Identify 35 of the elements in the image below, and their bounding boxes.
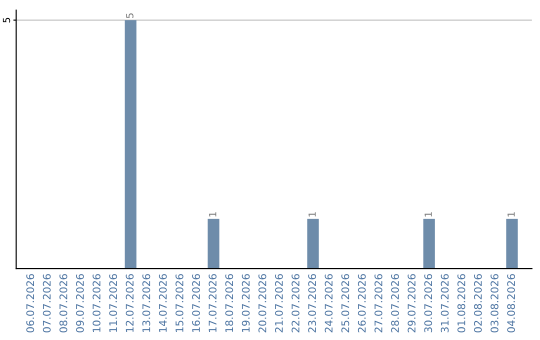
data-label: 1 — [508, 212, 515, 216]
x-tick-label: 06.07.2026 — [26, 274, 34, 332]
x-tick-label: 30.07.2026 — [424, 274, 432, 332]
x-tick-label: 04.08.2026 — [507, 274, 516, 332]
x-tick-label: 18.07.2026 — [225, 274, 234, 332]
x-tick-label: 13.07.2026 — [142, 274, 150, 332]
x-tick-label: 25.07.2026 — [341, 274, 350, 332]
x-tick-label: 28.07.2026 — [391, 274, 399, 332]
x-tick-label: 12.07.2026 — [126, 274, 134, 332]
data-label: 1 — [209, 212, 216, 216]
x-tick-label: 08.07.2026 — [59, 274, 68, 332]
x-tick-label: 22.07.2026 — [292, 274, 300, 332]
x-tick-label: 01.08.2026 — [457, 274, 466, 332]
x-tick-label: 15.07.2026 — [176, 274, 184, 332]
x-tick-label: 31.07.2026 — [440, 274, 449, 332]
x-tick-label: 11.07.2026 — [109, 274, 118, 332]
x-tick-label: 26.07.2026 — [358, 274, 366, 332]
data-label: 1 — [308, 212, 316, 216]
x-tick-label: 07.07.2026 — [42, 274, 51, 332]
x-tick-label: 24.07.2026 — [324, 274, 333, 332]
x-tick-label: 16.07.2026 — [192, 274, 200, 332]
x-tick-label: 23.07.2026 — [308, 274, 316, 332]
x-tick-label: 14.07.2026 — [158, 274, 167, 332]
x-tick-label: 21.07.2026 — [274, 274, 283, 332]
data-label: 1 — [424, 212, 432, 216]
x-tick-label: 20.07.2026 — [258, 274, 266, 332]
x-tick-label: 19.07.2026 — [242, 274, 250, 332]
x-tick-label: 27.07.2026 — [374, 274, 382, 332]
x-tick-label: 03.08.2026 — [490, 274, 498, 332]
x-tick-label: 17.07.2026 — [208, 274, 217, 332]
x-tick-label: 02.08.2026 — [474, 274, 482, 332]
x-tick-label: 29.07.2026 — [408, 274, 416, 332]
x-tick-label: 10.07.2026 — [92, 274, 100, 332]
data-label: 5 — [126, 13, 134, 18]
x-tick-label: 09.07.2026 — [76, 274, 84, 332]
